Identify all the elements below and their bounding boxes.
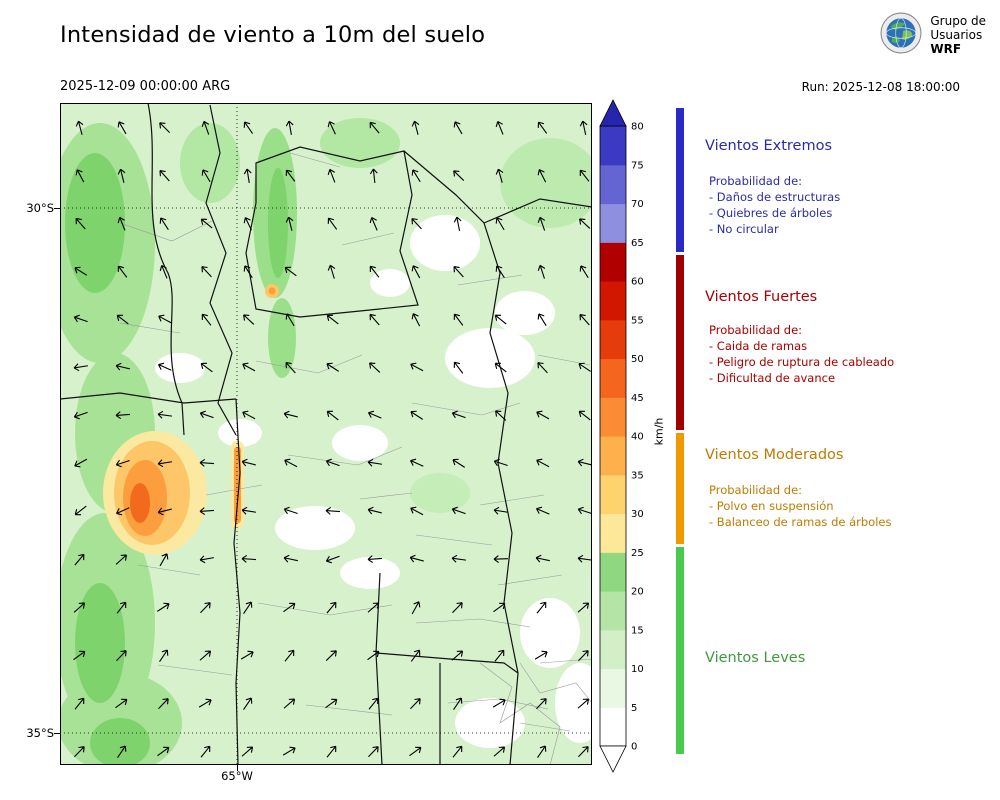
colorbar: 0 5 10 15 20 25 30 35 40 45 50 55 60 65 70 75 80 [598, 96, 660, 784]
legend-line: - Dificultad de avance [709, 371, 836, 385]
svg-text:25: 25 [631, 548, 644, 559]
strip-fuertes [676, 255, 684, 430]
lon-tickmark-65w [237, 765, 238, 771]
strip-moderados [676, 433, 684, 544]
legend-lines-extremos: Probabilidad de: - Daños de estructuras … [709, 173, 840, 237]
legend-line: Probabilidad de: [709, 323, 803, 337]
svg-text:50: 50 [631, 354, 644, 365]
lat-tickmark-35s [54, 733, 60, 734]
logo-line-2: Usuarios [930, 28, 983, 42]
legend-line: - Balanceo de ramas de árboles [709, 515, 892, 529]
svg-text:45: 45 [631, 393, 644, 404]
legend-title-fuertes: Vientos Fuertes [705, 289, 818, 305]
svg-text:10: 10 [631, 664, 644, 675]
strip-leves [676, 547, 684, 754]
logo-text: Grupo de Usuarios WRF [930, 14, 986, 56]
legend-title-leves: Vientos Leves [705, 650, 806, 666]
wrf-logo-group: Grupo de Usuarios WRF [880, 12, 986, 58]
svg-text:15: 15 [631, 625, 644, 636]
legend-line: - Daños de estructuras [709, 190, 841, 204]
page-title: Intensidad de viento a 10m del suelo [60, 22, 486, 48]
svg-text:30: 30 [631, 509, 644, 520]
lat-tickmark-30s [54, 208, 60, 209]
globe-logo-icon [880, 12, 922, 58]
svg-text:55: 55 [631, 315, 644, 326]
legend-line: - Quiebres de árboles [709, 206, 833, 220]
legend-color-strip [676, 108, 684, 757]
legend-lines-moderados: Probabilidad de: - Polvo en suspensión -… [709, 482, 891, 530]
lat-tick-30s: 30°S [26, 201, 54, 215]
colorbar-svg: 0 5 10 15 20 25 30 35 40 45 50 55 60 65 70 75 80 [599, 99, 644, 773]
wind-arrows [73, 120, 592, 758]
legend-title-moderados: Vientos Moderados [705, 447, 844, 463]
svg-text:65: 65 [631, 238, 644, 249]
svg-text:35: 35 [631, 470, 644, 481]
svg-text:0: 0 [631, 742, 637, 753]
legend-line: Probabilidad de: [709, 483, 803, 497]
wind-map [45, 102, 605, 773]
wind-map-svg [45, 102, 605, 773]
legend-line: - Polvo en suspensión [709, 499, 834, 513]
svg-text:40: 40 [631, 432, 644, 443]
legend-line: - Caida de ramas [709, 339, 808, 353]
lon-tick-65w: 65°W [221, 769, 253, 783]
legend-line: - Peligro de ruptura de cableado [709, 355, 895, 369]
svg-text:70: 70 [631, 199, 644, 210]
legend-line: Probabilidad de: [709, 174, 803, 188]
legend-lines-fuertes: Probabilidad de: - Caida de ramas - Peli… [709, 322, 894, 386]
colorbar-unit-label: km/h [652, 417, 666, 446]
strip-extremos [676, 108, 684, 252]
logo-line-1: Grupo de [930, 14, 986, 28]
svg-text:5: 5 [631, 703, 637, 714]
lat-tick-35s: 35°S [26, 726, 54, 740]
run-time-label: Run: 2025-12-08 18:00:00 [801, 80, 960, 94]
svg-text:80: 80 [631, 122, 644, 133]
svg-text:60: 60 [631, 277, 644, 288]
svg-text:75: 75 [631, 160, 644, 171]
logo-line-3: WRF [930, 42, 962, 56]
legend-title-extremos: Vientos Extremos [705, 138, 833, 154]
legend-line: - No circular [709, 222, 779, 236]
svg-text:20: 20 [631, 587, 644, 598]
valid-time-label: 2025-12-09 00:00:00 ARG [60, 79, 231, 94]
